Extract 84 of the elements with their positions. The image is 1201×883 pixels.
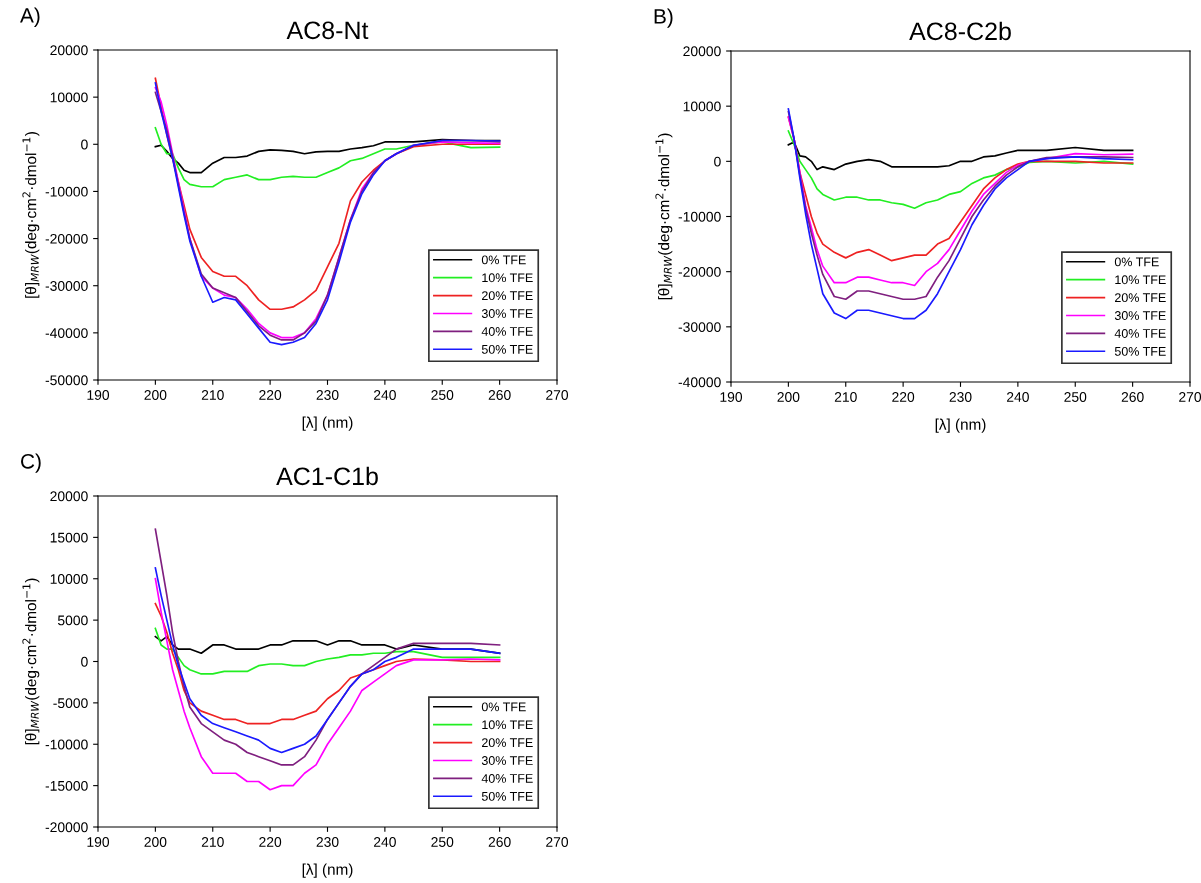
y-axis-title: [θ]$_{MRW}$(deg·cm$^{2}$·dmol$^{−1}$) bbox=[655, 133, 673, 300]
y-tick-label: -30000 bbox=[45, 281, 88, 291]
y-tick-label: 0 bbox=[81, 656, 88, 667]
chart-title: AC8-C2b bbox=[909, 21, 1011, 41]
legend-label: 40% TFE bbox=[481, 774, 533, 783]
x-tick-label: 190 bbox=[87, 390, 110, 400]
legend-label: 10% TFE bbox=[482, 273, 533, 283]
x-tick-label: 230 bbox=[949, 392, 972, 402]
y-tick-label: -10000 bbox=[45, 739, 88, 750]
legend-label: 10% TFE bbox=[1115, 275, 1166, 285]
y-tick-label: 10000 bbox=[50, 92, 88, 103]
legend-label: 0% TFE bbox=[481, 702, 526, 712]
y-tick-label: 10000 bbox=[50, 574, 88, 584]
x-tick-label: 260 bbox=[488, 837, 511, 847]
legend-label: 20% TFE bbox=[482, 291, 533, 301]
y-tick-label: 0 bbox=[714, 156, 721, 167]
y-tick-label: 10000 bbox=[683, 101, 721, 112]
x-tick-label: 250 bbox=[431, 837, 454, 847]
x-tick-label: 220 bbox=[259, 390, 282, 400]
x-tick-label: 230 bbox=[316, 390, 339, 400]
x-tick-label: 200 bbox=[144, 390, 167, 400]
legend-label: 20% TFE bbox=[1115, 293, 1166, 303]
legend-label: 0% TFE bbox=[1114, 257, 1159, 267]
x-tick-label: 250 bbox=[1064, 392, 1087, 402]
x-tick-label: 260 bbox=[1121, 392, 1144, 402]
x-tick-label: 220 bbox=[892, 392, 915, 402]
y-tick-label: -10000 bbox=[678, 211, 721, 222]
chart-title: AC8-Nt bbox=[286, 21, 369, 40]
x-tick-label: 200 bbox=[144, 837, 167, 847]
y-tick-label: 0 bbox=[81, 139, 88, 150]
x-tick-label: 250 bbox=[431, 390, 454, 400]
x-axis-title: [λ] (nm) bbox=[302, 416, 353, 431]
legend-label: 0% TFE bbox=[481, 255, 526, 265]
x-tick-label: 190 bbox=[87, 837, 110, 847]
x-tick-label: 240 bbox=[373, 390, 396, 400]
legend-label: 10% TFE bbox=[482, 720, 533, 730]
x-tick-label: 210 bbox=[201, 837, 224, 847]
line-series bbox=[787, 141, 1134, 171]
x-tick-label: 240 bbox=[1006, 392, 1029, 402]
y-tick-label: -50000 bbox=[45, 375, 88, 386]
y-tick-label: -5000 bbox=[53, 698, 88, 709]
legend-label: 30% TFE bbox=[481, 309, 533, 318]
x-tick-label: 220 bbox=[259, 837, 282, 847]
y-tick-label: -40000 bbox=[45, 328, 88, 339]
x-tick-label: 270 bbox=[546, 390, 569, 400]
x-tick-label: 270 bbox=[546, 837, 569, 847]
y-tick-label: -20000 bbox=[45, 822, 88, 833]
x-tick-label: 190 bbox=[720, 392, 743, 402]
chart-title: AC1-C1b bbox=[276, 466, 378, 486]
y-tick-label: 20000 bbox=[50, 491, 88, 502]
x-axis-title: [λ] (nm) bbox=[935, 418, 986, 433]
legend-label: 50% TFE bbox=[481, 344, 533, 354]
x-tick-label: 200 bbox=[777, 392, 800, 402]
line-series bbox=[154, 627, 501, 675]
y-tick-label: 20000 bbox=[50, 45, 88, 56]
legend-label: 40% TFE bbox=[481, 327, 533, 336]
legend-label: 40% TFE bbox=[1114, 329, 1166, 338]
y-axis-title: [θ]$_{MRW}$(deg·cm$^{2}$·dmol$^{−1}$) bbox=[22, 578, 40, 745]
y-tick-label: -40000 bbox=[678, 377, 721, 388]
legend-label: 50% TFE bbox=[481, 791, 533, 801]
y-tick-label: -30000 bbox=[678, 322, 721, 332]
x-tick-label: 210 bbox=[834, 392, 857, 402]
line-series bbox=[154, 126, 501, 188]
legend-label: 20% TFE bbox=[482, 738, 533, 748]
legend-label: 30% TFE bbox=[481, 756, 533, 765]
x-tick-label: 260 bbox=[488, 390, 511, 400]
x-axis-title: [λ] (nm) bbox=[302, 863, 353, 878]
legend-label: 30% TFE bbox=[1114, 311, 1166, 320]
text: A) bbox=[20, 7, 40, 27]
y-axis-title: [θ]$_{MRW}$(deg·cm$^{2}$·dmol$^{−1}$) bbox=[22, 132, 40, 298]
x-tick-label: 270 bbox=[1179, 392, 1201, 402]
text: C) bbox=[21, 453, 41, 473]
y-tick-label: 15000 bbox=[50, 532, 88, 543]
x-tick-label: 210 bbox=[201, 390, 224, 400]
y-tick-label: -15000 bbox=[45, 780, 88, 791]
x-tick-label: 240 bbox=[373, 837, 396, 847]
x-tick-label: 230 bbox=[316, 837, 339, 847]
y-tick-label: -20000 bbox=[45, 233, 88, 244]
y-tick-label: 20000 bbox=[683, 46, 721, 57]
text: B) bbox=[654, 8, 673, 28]
y-tick-label: -20000 bbox=[678, 267, 721, 277]
y-tick-label: -10000 bbox=[45, 186, 88, 197]
legend-label: 50% TFE bbox=[1114, 346, 1166, 356]
y-tick-label: 5000 bbox=[57, 615, 88, 626]
